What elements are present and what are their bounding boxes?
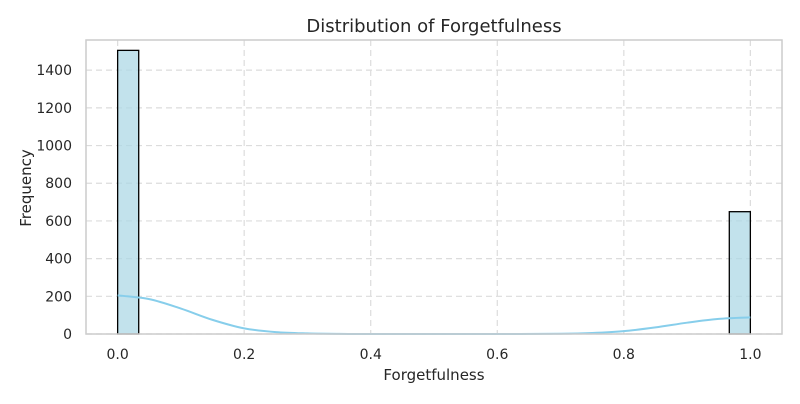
- y-axis-ticks: 0 200 400 600 800 1000 1200 1400: [36, 63, 72, 343]
- x-tick-label: 0.8: [613, 347, 635, 363]
- y-tick-label: 200: [45, 289, 72, 305]
- y-tick-label: 600: [45, 214, 72, 230]
- x-axis-label: Forgetfulness: [383, 366, 484, 384]
- histogram-bar: [116, 49, 140, 335]
- y-tick-label: 0: [63, 327, 72, 343]
- x-axis-ticks: 0.0 0.2 0.4 0.6 0.8 1.0: [107, 347, 762, 363]
- x-tick-label: 0.6: [486, 347, 508, 363]
- x-tick-label: 0.2: [233, 347, 255, 363]
- x-tick-label: 1.0: [739, 347, 761, 363]
- histogram-bar: [728, 211, 752, 335]
- plot-frame: [85, 39, 783, 335]
- bars-layer: [116, 49, 752, 335]
- x-tick-label: 0.0: [107, 347, 129, 363]
- y-tick-label: 800: [45, 176, 72, 192]
- y-tick-label: 1000: [36, 139, 72, 155]
- y-tick-label: 1200: [36, 101, 72, 117]
- y-tick-label: 400: [45, 252, 72, 268]
- y-axis-label: Frequency: [17, 149, 35, 227]
- x-tick-label: 0.4: [360, 347, 382, 363]
- y-tick-label: 1400: [36, 63, 72, 79]
- chart-title: Distribution of Forgetfulness: [306, 16, 561, 37]
